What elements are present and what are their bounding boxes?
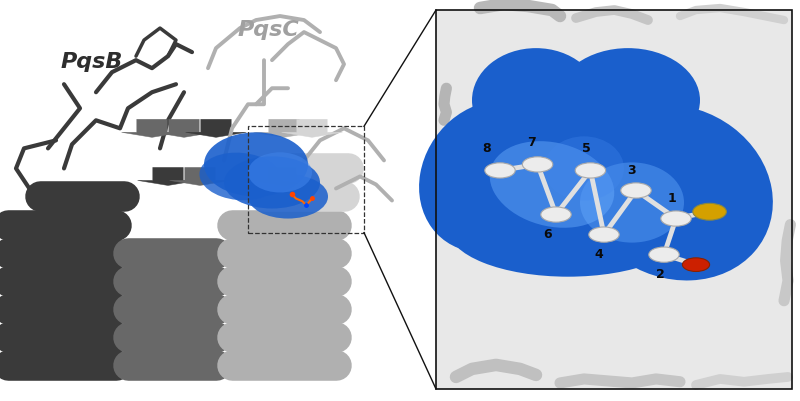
Text: PqsC: PqsC [237, 20, 299, 40]
Ellipse shape [580, 162, 684, 243]
Text: 3: 3 [628, 164, 636, 177]
Circle shape [621, 183, 651, 198]
Ellipse shape [204, 132, 308, 196]
Ellipse shape [199, 153, 281, 200]
Ellipse shape [442, 85, 726, 268]
Text: 5: 5 [582, 142, 590, 155]
Circle shape [575, 163, 606, 178]
Bar [436, 10, 792, 389]
Ellipse shape [472, 48, 600, 152]
Text: 7: 7 [528, 136, 536, 149]
FancyArrow shape [186, 119, 246, 138]
FancyArrow shape [170, 168, 230, 185]
Text: 8: 8 [482, 142, 490, 155]
Ellipse shape [568, 112, 712, 209]
Circle shape [485, 163, 515, 178]
Ellipse shape [556, 48, 700, 152]
Circle shape [649, 247, 679, 262]
FancyArrow shape [254, 168, 314, 185]
FancyArrow shape [122, 119, 182, 138]
FancyArrow shape [282, 168, 342, 185]
Text: 1: 1 [668, 192, 676, 205]
Text: PqsB: PqsB [61, 52, 123, 72]
Ellipse shape [448, 180, 688, 277]
FancyArrow shape [254, 119, 314, 138]
Ellipse shape [224, 156, 320, 209]
Circle shape [522, 157, 553, 172]
Ellipse shape [544, 136, 624, 200]
Circle shape [661, 211, 691, 226]
Ellipse shape [480, 84, 688, 196]
Circle shape [682, 258, 710, 271]
FancyArrow shape [154, 119, 214, 138]
Bar [436, 10, 792, 389]
Ellipse shape [490, 141, 614, 228]
FancyArrow shape [282, 119, 342, 138]
Text: 6: 6 [544, 228, 552, 241]
FancyArrow shape [138, 168, 198, 185]
Ellipse shape [248, 174, 328, 219]
Circle shape [589, 227, 619, 242]
Text: 4: 4 [594, 248, 602, 261]
Ellipse shape [248, 152, 312, 192]
Circle shape [541, 207, 571, 222]
Ellipse shape [579, 105, 773, 280]
Text: 2: 2 [656, 268, 664, 281]
Ellipse shape [480, 108, 608, 205]
Bar [248, 126, 364, 233]
Ellipse shape [419, 101, 565, 252]
Circle shape [693, 203, 726, 220]
